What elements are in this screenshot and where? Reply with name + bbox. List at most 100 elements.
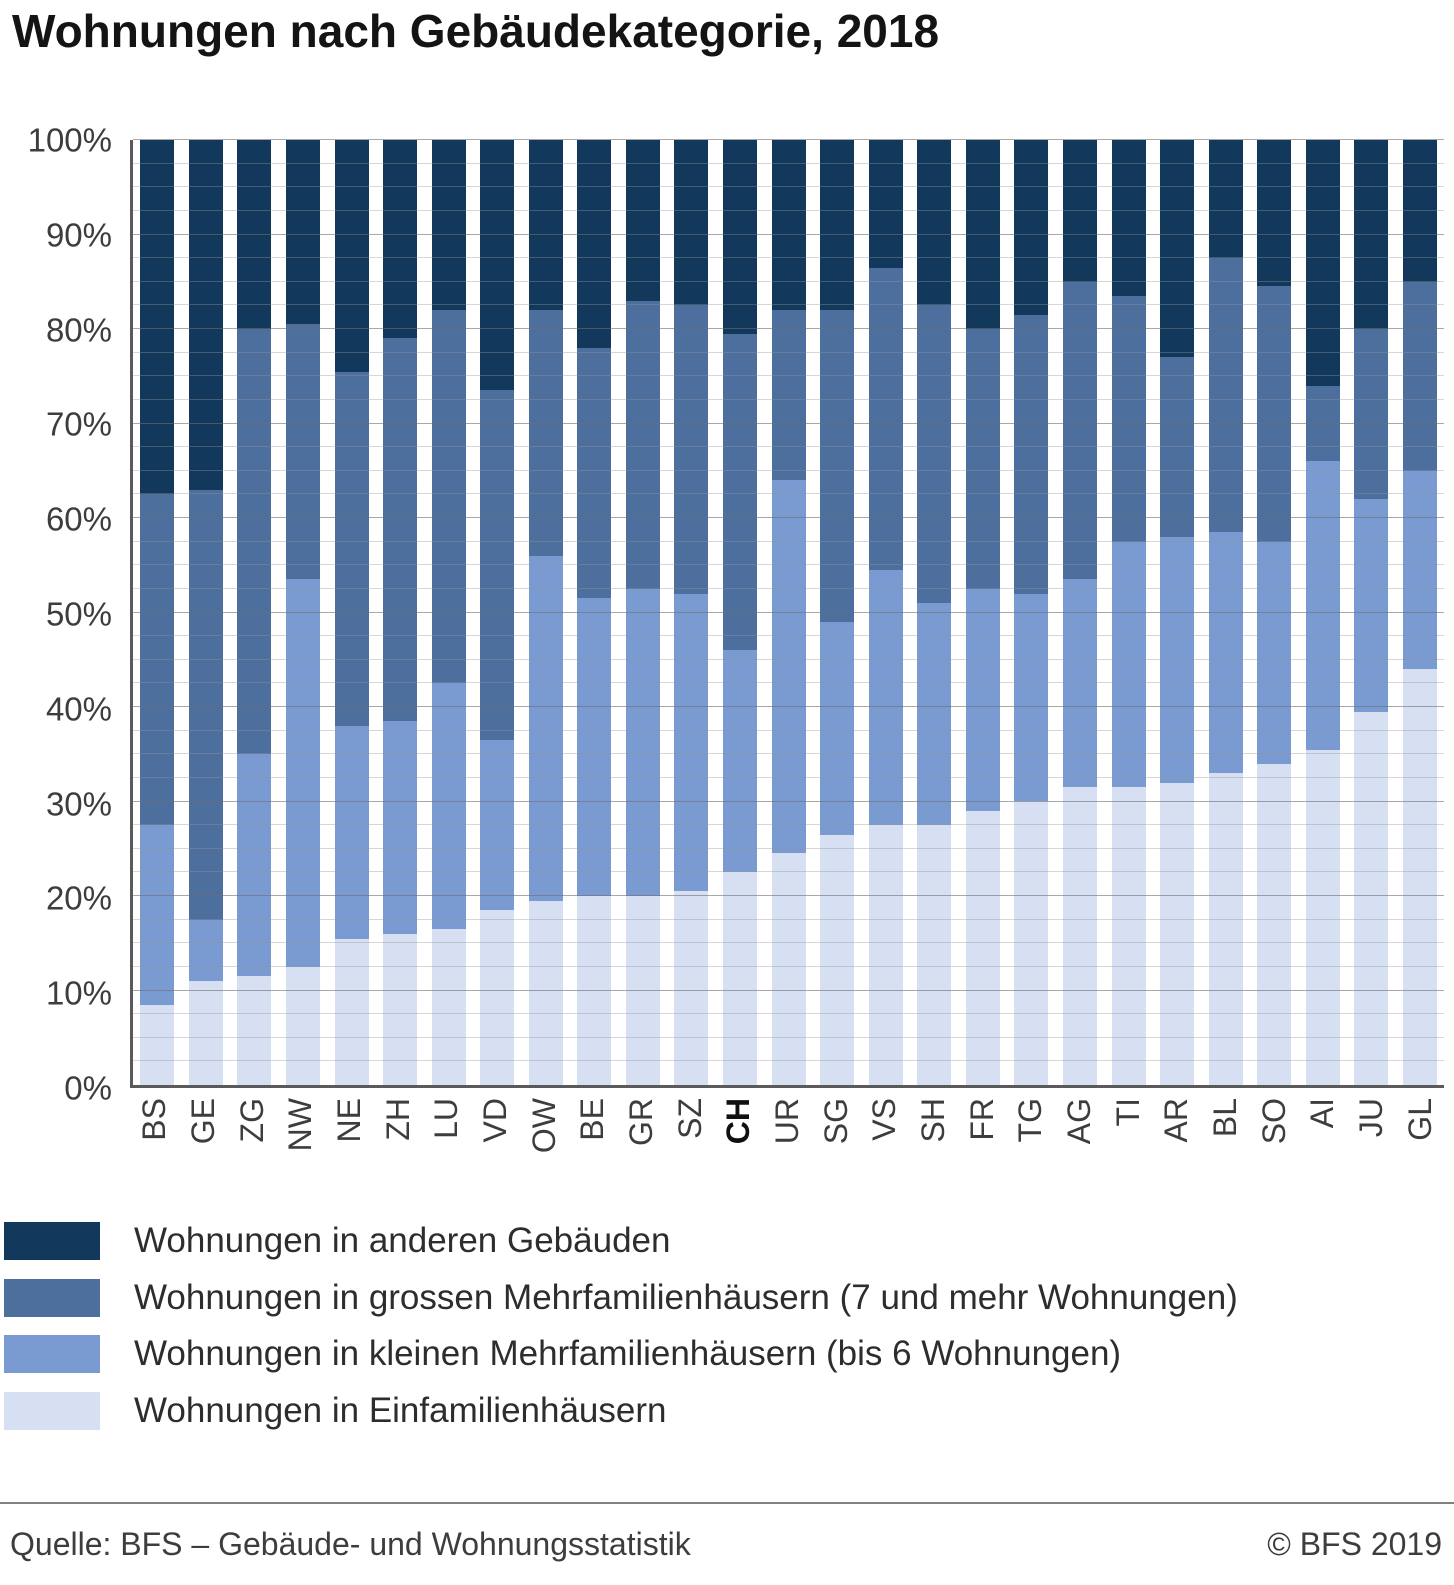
bar-segment xyxy=(334,725,369,939)
x-tick-label-OW: OW xyxy=(525,1098,562,1154)
bar-segment xyxy=(868,569,903,826)
y-tick-label: 60% xyxy=(45,500,112,538)
bar-segment xyxy=(917,825,952,1085)
bar-segment xyxy=(140,140,175,495)
x-tick-label-SZ: SZ xyxy=(671,1098,708,1139)
y-tick-label: 0% xyxy=(64,1069,112,1107)
bar-segment xyxy=(285,324,320,580)
bar-column-SO xyxy=(1250,140,1299,1085)
x-tick-label-SO: SO xyxy=(1255,1098,1292,1145)
bar-segment xyxy=(237,754,272,977)
bar-segment xyxy=(334,371,369,726)
x-tick-label-VS: VS xyxy=(866,1098,903,1141)
x-label-cell: AG xyxy=(1055,1098,1104,1198)
bar-segment xyxy=(1208,773,1243,1085)
bar-segment xyxy=(1111,295,1146,542)
bar-column-GE xyxy=(182,140,231,1085)
stacked-bar-GL xyxy=(1402,140,1437,1085)
bar-segment xyxy=(1208,140,1243,259)
bar-segment xyxy=(625,588,660,896)
bar-segment xyxy=(820,140,855,311)
x-label-cell: VS xyxy=(860,1098,909,1198)
bar-column-TG xyxy=(1007,140,1056,1085)
x-label-cell: UR xyxy=(763,1098,812,1198)
bar-column-VS xyxy=(861,140,910,1085)
x-label-cell: JU xyxy=(1347,1098,1396,1198)
stacked-bar-TG xyxy=(1014,140,1049,1085)
bars-row xyxy=(133,140,1444,1085)
legend-item: Wohnungen in kleinen Mehrfamilienhäusern… xyxy=(4,1334,1238,1374)
bar-column-BS xyxy=(133,140,182,1085)
x-tick-label-GR: GR xyxy=(623,1098,660,1146)
legend: Wohnungen in anderen Gebäuden Wohnungen i… xyxy=(4,1221,1238,1430)
bar-column-BE xyxy=(570,140,619,1085)
bar-segment xyxy=(383,140,418,339)
x-tick-label-SH: SH xyxy=(915,1098,952,1143)
bar-segment xyxy=(1208,258,1243,533)
bar-column-GL xyxy=(1396,140,1445,1085)
x-label-cell: SZ xyxy=(665,1098,714,1198)
bar-segment xyxy=(383,338,418,722)
bar-segment xyxy=(188,981,223,1085)
x-tick-label-UR: UR xyxy=(769,1098,806,1145)
bar-column-BL xyxy=(1201,140,1250,1085)
x-label-cell: BS xyxy=(130,1098,179,1198)
bar-column-AI xyxy=(1299,140,1348,1085)
bar-segment xyxy=(480,740,515,911)
stacked-bar-TI xyxy=(1111,140,1146,1085)
bar-segment xyxy=(1354,140,1389,329)
bar-column-OW xyxy=(522,140,571,1085)
legend-swatch xyxy=(4,1278,100,1317)
bar-column-AG xyxy=(1056,140,1105,1085)
stacked-bar-SO xyxy=(1257,140,1292,1085)
bar-column-SZ xyxy=(667,140,716,1085)
bar-segment xyxy=(1402,281,1437,471)
y-axis-labels: 0% 10% 20% 30% 40% 50% 60% 70% 80% 90% 100% xyxy=(0,124,112,1105)
bar-segment xyxy=(140,825,175,1005)
bar-segment xyxy=(820,834,855,1085)
bar-segment xyxy=(1062,787,1097,1085)
y-tick-label: 10% xyxy=(45,974,112,1012)
stacked-bar-GE xyxy=(188,140,223,1085)
bar-segment xyxy=(1014,314,1049,594)
x-tick-label-AI: AI xyxy=(1304,1098,1341,1129)
x-label-cell: AR xyxy=(1152,1098,1201,1198)
legend-item: Wohnungen in grossen Mehrfamilienhäusern… xyxy=(4,1277,1238,1318)
x-label-cell: SH xyxy=(909,1098,958,1198)
x-tick-label-BL: BL xyxy=(1207,1098,1244,1138)
stacked-bar-NE xyxy=(334,140,369,1085)
bar-segment xyxy=(868,140,903,268)
x-label-cell: SO xyxy=(1249,1098,1298,1198)
x-tick-label-GL: GL xyxy=(1401,1098,1438,1141)
x-label-cell: NE xyxy=(325,1098,374,1198)
bar-segment xyxy=(771,140,806,311)
plot-area xyxy=(130,139,1444,1088)
x-axis-labels: BS GE ZG NW NE ZH LU VD OW BE GR SZ CH UR SG VS SH FR TG AG… xyxy=(130,1098,1444,1198)
stacked-bar-AG xyxy=(1062,140,1097,1085)
bar-segment xyxy=(965,810,1000,1085)
bar-segment xyxy=(140,494,175,826)
page-title: Wohnungen nach Gebäudekategorie, 2018 xyxy=(12,5,940,57)
bar-segment xyxy=(431,683,466,930)
bar-column-NW xyxy=(279,140,328,1085)
bar-segment xyxy=(431,310,466,684)
x-label-cell: AI xyxy=(1298,1098,1347,1198)
stacked-bar-VS xyxy=(868,140,903,1085)
legend-label: Wohnungen in grossen Mehrfamilienhäusern… xyxy=(134,1277,1238,1317)
bar-segment xyxy=(1305,749,1340,1085)
bar-segment xyxy=(820,310,855,622)
bar-segment xyxy=(528,900,563,1085)
bar-segment xyxy=(1402,470,1437,670)
y-tick-label: 30% xyxy=(45,785,112,823)
bar-segment xyxy=(528,555,563,901)
legend-swatch xyxy=(4,1391,100,1430)
x-tick-label-ZG: ZG xyxy=(233,1098,270,1143)
bar-column-SH xyxy=(910,140,959,1085)
x-tick-label-AR: AR xyxy=(1158,1098,1195,1143)
bar-segment xyxy=(1354,711,1389,1085)
bar-segment xyxy=(1111,787,1146,1085)
bar-segment xyxy=(771,480,806,854)
stacked-bar-AI xyxy=(1305,140,1340,1085)
bar-segment xyxy=(723,872,758,1085)
bar-segment xyxy=(917,140,952,306)
